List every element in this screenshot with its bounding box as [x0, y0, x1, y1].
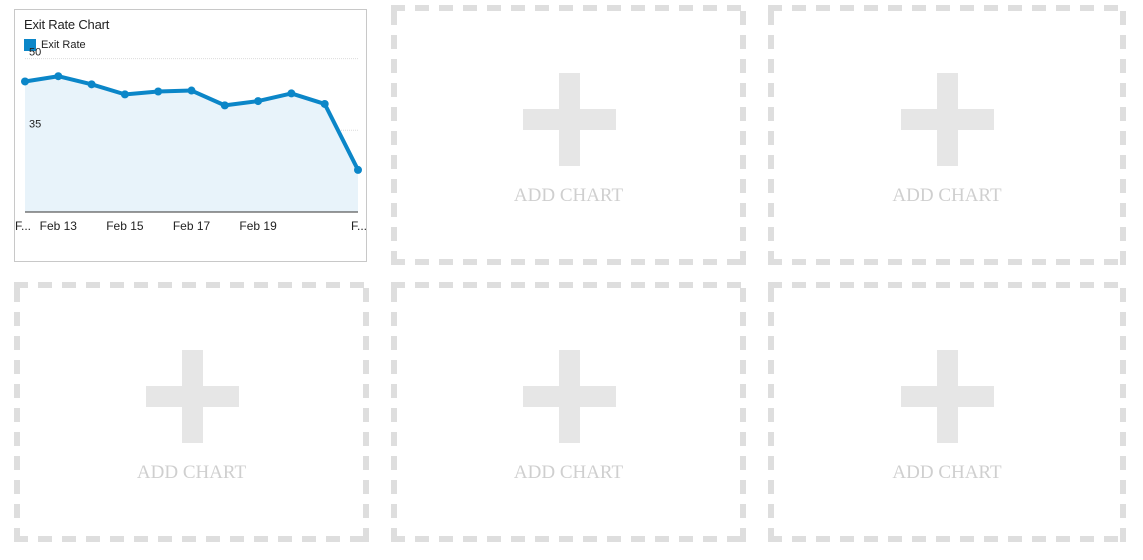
add-chart-label: ADD CHART — [892, 185, 1002, 206]
x-tick-label: F... — [15, 219, 31, 233]
x-tick-label: Feb 17 — [173, 219, 211, 233]
add-chart-slot-5[interactable]: ADD CHART — [768, 282, 1126, 542]
add-chart-slot-3[interactable]: ADD CHART — [14, 282, 369, 542]
plus-icon — [901, 350, 994, 443]
data-point — [87, 80, 96, 89]
plus-icon — [522, 73, 616, 166]
legend-label: Exit Rate — [41, 39, 86, 51]
add-chart-slot-4[interactable]: ADD CHART — [391, 282, 746, 542]
add-chart-label: ADD CHART — [136, 462, 247, 483]
data-point — [21, 77, 29, 86]
exit-rate-chart-card[interactable]: Exit Rate Chart Exit Rate 50 35 F... Feb 13… — [14, 9, 367, 262]
data-point — [254, 97, 263, 106]
area-fill — [25, 76, 358, 213]
legend-swatch — [24, 39, 36, 51]
data-point — [287, 89, 296, 98]
x-tick-label: Feb 19 — [239, 219, 277, 233]
add-chart-label: ADD CHART — [513, 462, 624, 483]
data-point — [220, 101, 229, 110]
x-tick-label: F... — [351, 219, 367, 233]
chart-title: Exit Rate Chart — [24, 17, 110, 32]
data-point — [154, 87, 163, 96]
chart-legend: Exit Rate — [24, 39, 86, 51]
plus-icon — [901, 73, 994, 166]
data-point — [320, 99, 329, 108]
data-point — [54, 72, 63, 81]
y-tick-label: 50 — [29, 47, 41, 59]
add-chart-label: ADD CHART — [892, 462, 1002, 483]
x-tick-label: Feb 15 — [106, 219, 144, 233]
x-tick-label: Feb 13 — [40, 219, 78, 233]
y-tick-label: 35 — [29, 118, 41, 130]
add-chart-label: ADD CHART — [513, 185, 624, 206]
add-chart-slot-1[interactable]: ADD CHART — [391, 5, 746, 265]
data-point — [187, 86, 196, 95]
plus-icon — [145, 350, 239, 443]
exit-rate-line-chart: 50 35 F... Feb 13 Feb 15 Feb 17 Feb 19 F... — [15, 47, 367, 233]
add-chart-slot-2[interactable]: ADD CHART — [768, 5, 1126, 265]
data-point — [354, 165, 362, 174]
data-point — [120, 90, 129, 99]
plus-icon — [522, 350, 616, 443]
